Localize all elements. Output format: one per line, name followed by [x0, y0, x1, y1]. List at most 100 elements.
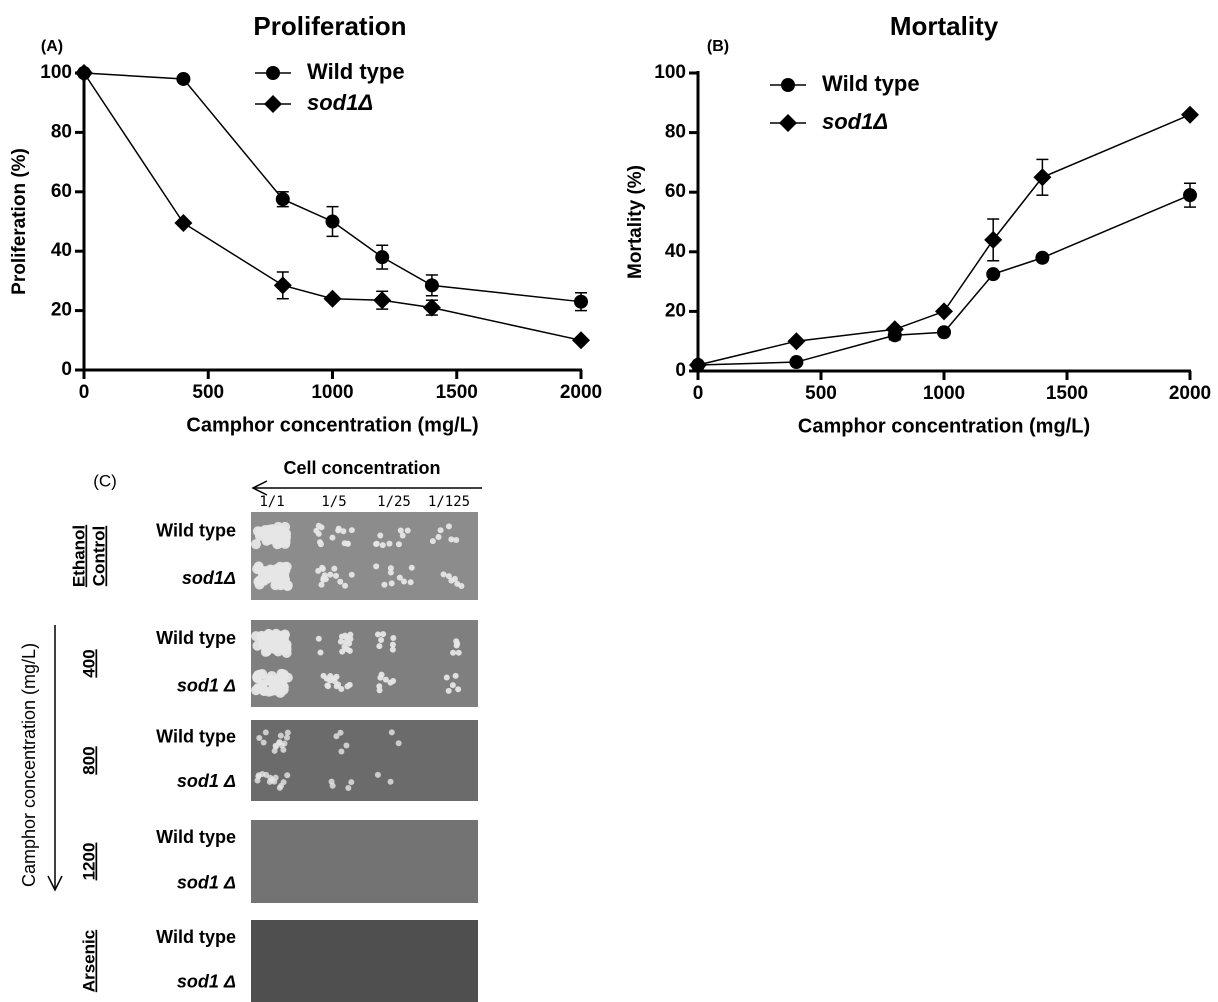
y-tick-label: 20 — [51, 300, 72, 321]
colony — [276, 739, 283, 746]
colony — [315, 635, 322, 642]
colony — [269, 527, 280, 538]
y-tick-label: 0 — [61, 359, 72, 380]
strain-label: sod1 Δ — [177, 972, 236, 992]
colony — [408, 564, 415, 571]
colony — [400, 578, 407, 585]
x-tick-label: 0 — [693, 383, 704, 404]
marker — [1033, 168, 1052, 187]
legend-marker — [264, 95, 282, 113]
arrow-head — [251, 480, 268, 496]
colony — [333, 673, 340, 680]
colony — [281, 561, 292, 572]
colony — [377, 532, 384, 539]
colony — [315, 522, 322, 529]
panel-label: (A) — [41, 38, 63, 55]
colony — [319, 564, 326, 571]
colony — [337, 578, 344, 585]
colony — [335, 527, 342, 534]
colony — [343, 742, 350, 749]
colony — [325, 683, 332, 690]
legend-label: sod1Δ — [307, 90, 373, 115]
colony — [348, 779, 355, 786]
colony — [451, 575, 458, 582]
colony — [445, 523, 452, 530]
colony — [279, 629, 290, 640]
colony — [440, 571, 447, 578]
y-tick-label: 60 — [665, 181, 686, 202]
colony — [374, 771, 381, 778]
legend-label: sod1Δ — [822, 109, 888, 134]
colony — [251, 539, 262, 550]
y-axis-label: Proliferation (%) — [9, 148, 30, 295]
colony — [337, 729, 344, 736]
colony — [377, 674, 384, 681]
marker — [689, 356, 707, 375]
colony — [387, 569, 394, 576]
colony — [283, 734, 290, 741]
colony — [255, 773, 262, 780]
colony — [445, 687, 452, 694]
marker — [984, 230, 1003, 249]
colony — [407, 579, 414, 586]
colony — [381, 581, 388, 588]
marker — [986, 267, 1001, 282]
y-title: Camphor concentration (mg/L) — [19, 643, 39, 887]
colony — [386, 540, 393, 547]
marker — [174, 213, 193, 232]
colony — [396, 574, 403, 581]
colony — [257, 679, 268, 690]
colony — [397, 527, 404, 534]
colony — [387, 679, 394, 686]
legend-marker — [266, 66, 280, 80]
x-tick-label: 1000 — [923, 383, 965, 404]
colony — [253, 576, 264, 587]
colony — [327, 673, 334, 680]
colony — [443, 674, 450, 681]
colony — [376, 687, 383, 694]
x-tick-label: 2000 — [1169, 383, 1211, 404]
y-tick-label: 20 — [665, 300, 686, 321]
colony — [270, 641, 281, 652]
colony — [404, 527, 411, 534]
colony — [252, 526, 263, 537]
colony — [344, 683, 351, 690]
colony — [278, 684, 289, 695]
colony — [253, 561, 264, 572]
x-tick-label: 2000 — [560, 382, 602, 403]
marker — [325, 214, 340, 229]
colony — [374, 631, 381, 638]
colony — [455, 686, 462, 693]
y-tick-label: 40 — [51, 240, 72, 261]
colony — [271, 747, 278, 754]
colony — [270, 580, 281, 591]
strain-label: Wild type — [156, 727, 236, 747]
marker — [273, 276, 292, 295]
colony — [373, 540, 380, 547]
legend-label: Wild type — [822, 71, 920, 96]
x-tick-label: 500 — [805, 383, 837, 404]
strain-label: sod1 Δ — [177, 771, 236, 791]
colony — [395, 541, 402, 548]
colony — [333, 733, 340, 740]
colony — [340, 528, 347, 535]
colony — [260, 739, 267, 746]
colony — [450, 649, 457, 656]
colony — [453, 642, 460, 649]
colony — [448, 536, 455, 543]
y-tick-label: 0 — [675, 360, 686, 381]
colony — [327, 677, 334, 684]
strain-label: Wild type — [156, 927, 236, 947]
marker — [424, 278, 439, 293]
series-line — [697, 194, 1191, 366]
colony — [344, 540, 351, 547]
group-label: 1200 — [79, 843, 98, 881]
colony — [262, 729, 269, 736]
colony — [257, 668, 268, 679]
strain-label: Wild type — [156, 521, 236, 541]
colony — [449, 682, 456, 689]
colony — [284, 729, 291, 736]
colony — [445, 573, 452, 580]
colony — [322, 576, 329, 583]
